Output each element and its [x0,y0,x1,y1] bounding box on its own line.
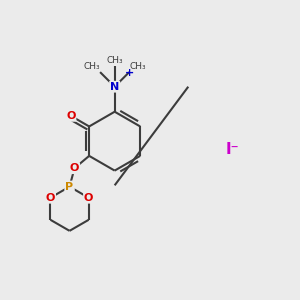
Text: O: O [46,193,55,203]
Text: O: O [84,193,93,203]
Text: CH₃: CH₃ [129,61,146,70]
Text: O: O [70,163,79,173]
Text: CH₃: CH₃ [83,61,100,70]
Text: O: O [66,111,76,121]
Text: P: P [65,182,74,192]
Text: P: P [65,182,74,192]
Text: +: + [125,68,134,78]
Text: I⁻: I⁻ [226,142,239,158]
Text: CH₃: CH₃ [106,56,123,64]
Text: N: N [110,82,119,92]
